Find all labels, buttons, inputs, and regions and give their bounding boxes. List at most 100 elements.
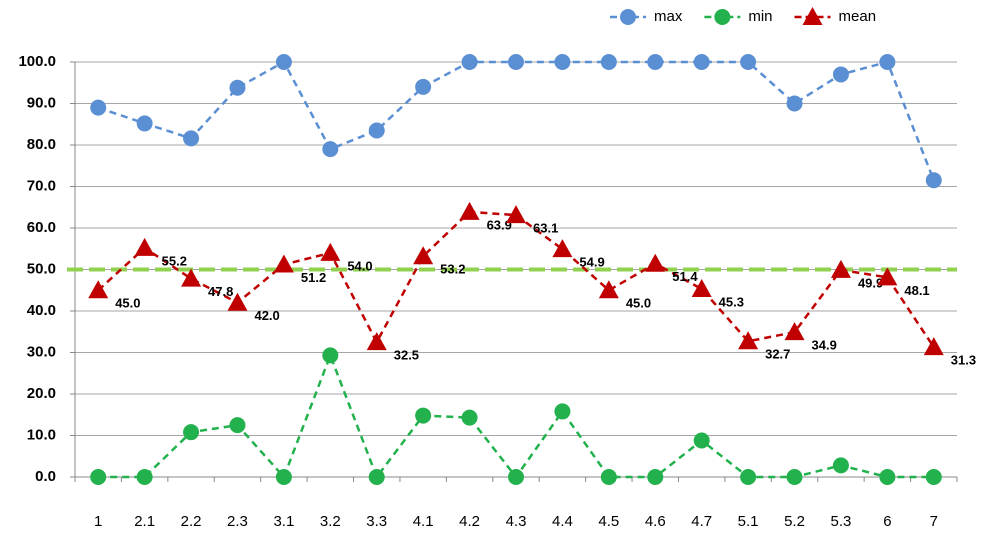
marker <box>879 54 896 70</box>
marker <box>88 280 109 299</box>
marker <box>322 141 339 158</box>
marker <box>459 201 480 220</box>
marker <box>645 253 666 272</box>
marker <box>322 347 339 364</box>
marker <box>90 469 107 485</box>
marker <box>738 331 759 350</box>
marker <box>368 469 385 485</box>
data-label: 63.9 <box>487 217 512 232</box>
marker <box>136 115 153 132</box>
marker <box>229 417 246 434</box>
legend-label: min <box>748 8 772 25</box>
x-tick-label: 4.4 <box>552 513 573 530</box>
x-tick-label: 3.1 <box>273 513 294 530</box>
marker <box>320 242 341 261</box>
marker <box>461 54 478 70</box>
data-label: 48.1 <box>904 283 929 298</box>
data-label: 51.2 <box>301 270 326 285</box>
marker <box>275 469 292 485</box>
x-tick-label: 4.1 <box>413 513 434 530</box>
marker <box>275 54 292 70</box>
x-tick-label: 5.3 <box>831 513 852 530</box>
x-tick-label: 5.2 <box>784 513 805 530</box>
legend-marker <box>714 9 731 25</box>
marker <box>227 292 248 311</box>
marker <box>830 259 851 278</box>
data-label: 54.9 <box>579 255 604 270</box>
data-label: 31.3 <box>951 353 976 368</box>
y-tick-label: 0.0 <box>35 468 56 485</box>
marker <box>598 280 619 299</box>
y-tick-label: 30.0 <box>27 343 56 360</box>
x-tick-label: 2.2 <box>181 513 202 530</box>
legend-marker <box>802 7 823 25</box>
marker <box>508 54 524 70</box>
series-line <box>98 351 934 480</box>
marker <box>183 424 200 441</box>
data-label: 32.7 <box>765 347 790 362</box>
marker <box>693 432 710 449</box>
marker <box>786 95 803 112</box>
data-label: 34.9 <box>812 338 837 353</box>
data-label: 47.8 <box>208 284 233 299</box>
x-tick-label: 5.1 <box>738 513 759 530</box>
marker <box>134 237 155 256</box>
marker <box>784 322 805 341</box>
legend-marker <box>620 9 636 25</box>
data-label: 32.5 <box>394 348 419 363</box>
y-tick-label: 10.0 <box>27 426 56 443</box>
data-label: 54.0 <box>347 258 372 273</box>
marker <box>740 54 757 70</box>
marker <box>647 54 664 70</box>
marker <box>368 122 385 139</box>
legend-label: mean <box>839 8 877 25</box>
x-tick-label: 4.6 <box>645 513 666 530</box>
marker <box>691 279 712 298</box>
series-line <box>97 210 935 348</box>
data-label: 51.4 <box>672 269 698 284</box>
data-label: 63.1 <box>533 221 558 236</box>
y-tick-label: 50.0 <box>27 260 56 277</box>
y-tick-label: 80.0 <box>27 136 56 153</box>
x-tick-label: 3.2 <box>320 513 341 530</box>
marker <box>600 54 617 70</box>
marker <box>925 172 942 189</box>
marker <box>183 130 200 147</box>
marker <box>879 469 896 485</box>
data-label: 45.0 <box>115 296 140 311</box>
x-tick-label: 2.1 <box>134 513 155 530</box>
marker <box>415 78 432 95</box>
y-tick-label: 90.0 <box>27 94 56 111</box>
y-tick-label: 60.0 <box>27 219 56 236</box>
marker <box>461 409 478 426</box>
marker <box>136 469 153 485</box>
marker <box>552 239 573 258</box>
marker <box>786 469 803 485</box>
marker <box>923 337 944 356</box>
data-label: 45.3 <box>719 294 744 309</box>
x-tick-label: 6 <box>883 513 891 530</box>
x-tick-label: 3.3 <box>366 513 387 530</box>
marker <box>693 54 710 70</box>
marker <box>229 79 246 96</box>
marker <box>413 246 434 265</box>
marker <box>740 469 757 485</box>
x-tick-label: 4.5 <box>598 513 619 530</box>
marker <box>181 268 202 287</box>
y-tick-label: 70.0 <box>27 177 56 194</box>
data-label: 45.0 <box>626 296 651 311</box>
x-tick-label: 1 <box>94 513 102 530</box>
marker <box>832 66 849 83</box>
data-label: 49.9 <box>858 275 883 290</box>
legend-label: max <box>654 8 683 25</box>
x-tick-label: 4.7 <box>691 513 712 530</box>
marker <box>647 469 664 485</box>
y-tick-label: 40.0 <box>27 302 56 319</box>
data-label: 55.2 <box>162 253 187 268</box>
data-label: 42.0 <box>254 308 279 323</box>
marker <box>925 469 942 485</box>
x-tick-label: 7 <box>930 513 938 530</box>
data-label: 53.2 <box>440 262 465 277</box>
marker <box>600 469 617 485</box>
